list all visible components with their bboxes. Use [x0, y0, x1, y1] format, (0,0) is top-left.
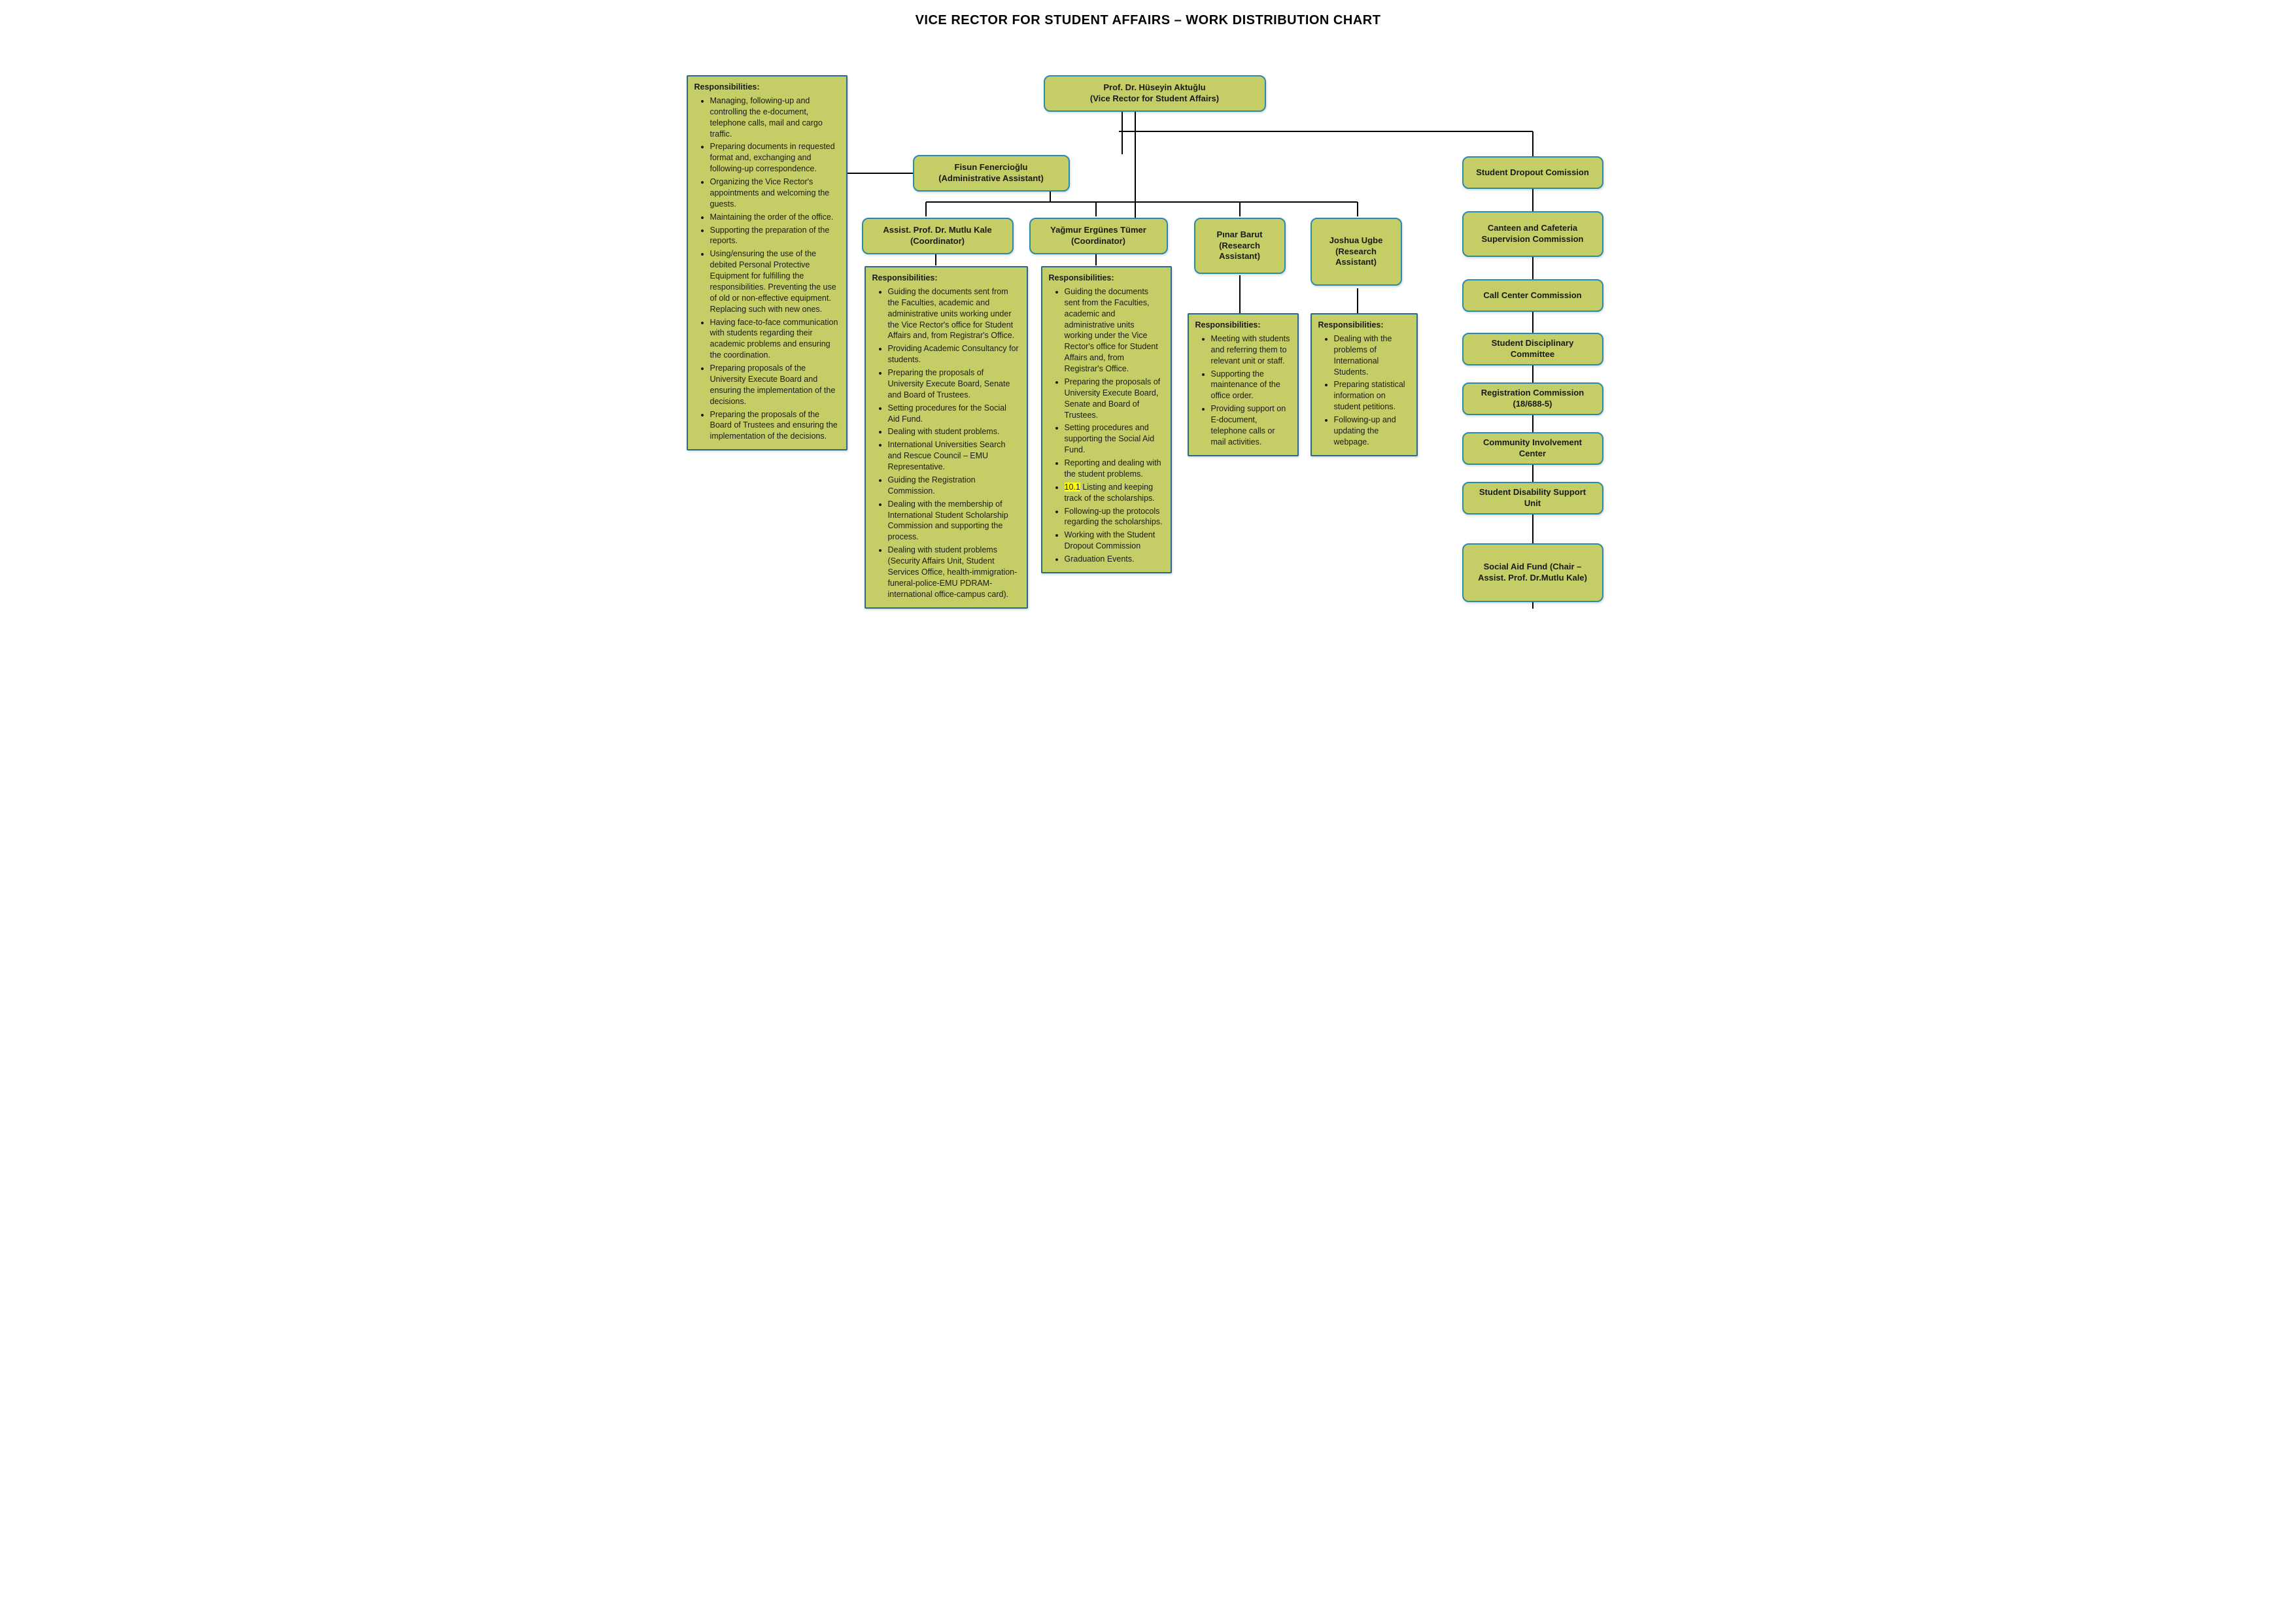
node-social-aid-fund: Social Aid Fund (Chair – Assist. Prof. D… [1462, 543, 1603, 602]
node-commission-canteen: Canteen and Cafeteria Supervision Commis… [1462, 211, 1603, 257]
resp-header: Responsibilities: [1195, 320, 1291, 331]
resp-header: Responsibilities: [694, 82, 840, 93]
resp-item: Guiding the documents sent from the Facu… [888, 286, 1020, 341]
resp-item: Preparing statistical information on stu… [1334, 379, 1410, 413]
resp-item: Guiding the Registration Commission. [888, 475, 1020, 497]
commission-label: Call Center Commission [1483, 290, 1581, 301]
commission-label: Canteen and Cafeteria Supervision Commis… [1470, 223, 1596, 245]
resp-header: Responsibilities: [872, 273, 1020, 284]
resp-item: Setting procedures for the Social Aid Fu… [888, 403, 1020, 425]
coord1-name: Assist. Prof. Dr. Mutlu Kale [883, 225, 991, 236]
admin-name: Fisun Fenercioğlu [938, 162, 1044, 173]
resp-item: Graduation Events. [1065, 554, 1164, 565]
resp-item: Following-up the protocols regarding the… [1065, 506, 1164, 528]
node-research-assistant-2: Joshua Ugbe (Research Assistant) [1311, 218, 1402, 286]
node-coordinator-1: Assist. Prof. Dr. Mutlu Kale (Coordinato… [862, 218, 1014, 254]
resp-item: Using/ensuring the use of the debited Pe… [710, 248, 840, 314]
resp-list: Managing, following-up and controlling t… [694, 95, 840, 442]
ra2-name: Joshua Ugbe [1318, 235, 1394, 246]
resp-item: Preparing the proposals of the Board of … [710, 409, 840, 443]
resp-item: Dealing with student problems. [888, 426, 1020, 437]
node-vice-rector: Prof. Dr. Hüseyin Aktuğlu (Vice Rector f… [1044, 75, 1266, 112]
resp-header: Responsibilities: [1049, 273, 1164, 284]
node-commission-disciplinary: Student Disciplinary Committee [1462, 333, 1603, 365]
resp-item: Having face-to-face communication with s… [710, 317, 840, 362]
resp-item: Guiding the documents sent from the Facu… [1065, 286, 1164, 375]
node-research-assistant-1: Pınar Barut (Research Assistant) [1194, 218, 1286, 274]
vice-rector-role: (Vice Rector for Student Affairs) [1090, 93, 1219, 105]
resp-ra2: Responsibilities: Dealing with the probl… [1311, 313, 1418, 456]
resp-item: Providing Academic Consultancy for stude… [888, 343, 1020, 365]
resp-list: Meeting with students and referring them… [1195, 333, 1291, 448]
page-title: VICE RECTOR FOR STUDENT AFFAIRS – WORK D… [13, 13, 2283, 28]
resp-list: Dealing with the problems of Internation… [1318, 333, 1410, 448]
node-commission-community: Community Involvement Center [1462, 432, 1603, 465]
resp-item: Preparing documents in requested format … [710, 141, 840, 175]
resp-coord2: Responsibilities: Guiding the documents … [1041, 266, 1172, 573]
resp-coord1: Responsibilities: Guiding the documents … [865, 266, 1028, 609]
coord2-role: (Coordinator) [1050, 236, 1146, 247]
resp-item: Preparing the proposals of University Ex… [1065, 377, 1164, 421]
node-disability-support: Student Disability Support Unit [1462, 482, 1603, 515]
resp-item: Following-up and updating the webpage. [1334, 414, 1410, 448]
node-commission-call-center: Call Center Commission [1462, 279, 1603, 312]
chart-canvas: Prof. Dr. Hüseyin Aktuğlu (Vice Rector f… [677, 40, 1619, 694]
resp-item: Reporting and dealing with the student p… [1065, 458, 1164, 480]
node-admin-assistant: Fisun Fenercioğlu (Administrative Assist… [913, 155, 1070, 192]
commission-label: Community Involvement Center [1470, 437, 1596, 460]
resp-ra1: Responsibilities: Meeting with students … [1188, 313, 1299, 456]
resp-list: Guiding the documents sent from the Facu… [872, 286, 1020, 600]
coord2-name: Yağmur Ergünes Tümer [1050, 225, 1146, 236]
coord1-role: (Coordinator) [883, 236, 991, 247]
resp-item: Dealing with the problems of Internation… [1334, 333, 1410, 378]
commission-label: Social Aid Fund (Chair – Assist. Prof. D… [1470, 562, 1596, 584]
resp-item: 10.1 Listing and keeping track of the sc… [1065, 482, 1164, 504]
resp-item: Organizing the Vice Rector's appointment… [710, 177, 840, 210]
ra1-role: (Research Assistant) [1202, 241, 1278, 263]
resp-item: Dealing with student problems (Security … [888, 545, 1020, 600]
resp-item: Managing, following-up and controlling t… [710, 95, 840, 140]
node-commission-registration: Registration Commission (18/688-5) [1462, 382, 1603, 415]
resp-header: Responsibilities: [1318, 320, 1410, 331]
commission-label: Student Disability Support Unit [1470, 487, 1596, 509]
ra1-name: Pınar Barut [1202, 229, 1278, 241]
admin-role: (Administrative Assistant) [938, 173, 1044, 184]
resp-item: Setting procedures and supporting the So… [1065, 422, 1164, 456]
resp-item: Dealing with the membership of Internati… [888, 499, 1020, 543]
commission-label: Registration Commission (18/688-5) [1470, 388, 1596, 410]
resp-list: Guiding the documents sent from the Facu… [1049, 286, 1164, 565]
resp-item: Working with the Student Dropout Commiss… [1065, 530, 1164, 552]
node-coordinator-2: Yağmur Ergünes Tümer (Coordinator) [1029, 218, 1168, 254]
vice-rector-name: Prof. Dr. Hüseyin Aktuğlu [1090, 82, 1219, 93]
node-commission-dropout: Student Dropout Comission [1462, 156, 1603, 189]
resp-item: International Universities Search and Re… [888, 439, 1020, 473]
resp-item: Preparing proposals of the University Ex… [710, 363, 840, 407]
commission-label: Student Disciplinary Committee [1470, 338, 1596, 360]
resp-item: Providing support on E-document, telepho… [1211, 403, 1291, 448]
resp-item: Preparing the proposals of University Ex… [888, 367, 1020, 401]
resp-item: Supporting the preparation of the report… [710, 225, 840, 247]
resp-admin: Responsibilities: Managing, following-up… [687, 75, 848, 450]
resp-item: Supporting the maintenance of the office… [1211, 369, 1291, 402]
resp-item: Meeting with students and referring them… [1211, 333, 1291, 367]
ra2-role: (Research Assistant) [1318, 246, 1394, 269]
resp-item: Maintaining the order of the office. [710, 212, 840, 223]
commission-label: Student Dropout Comission [1476, 167, 1589, 178]
